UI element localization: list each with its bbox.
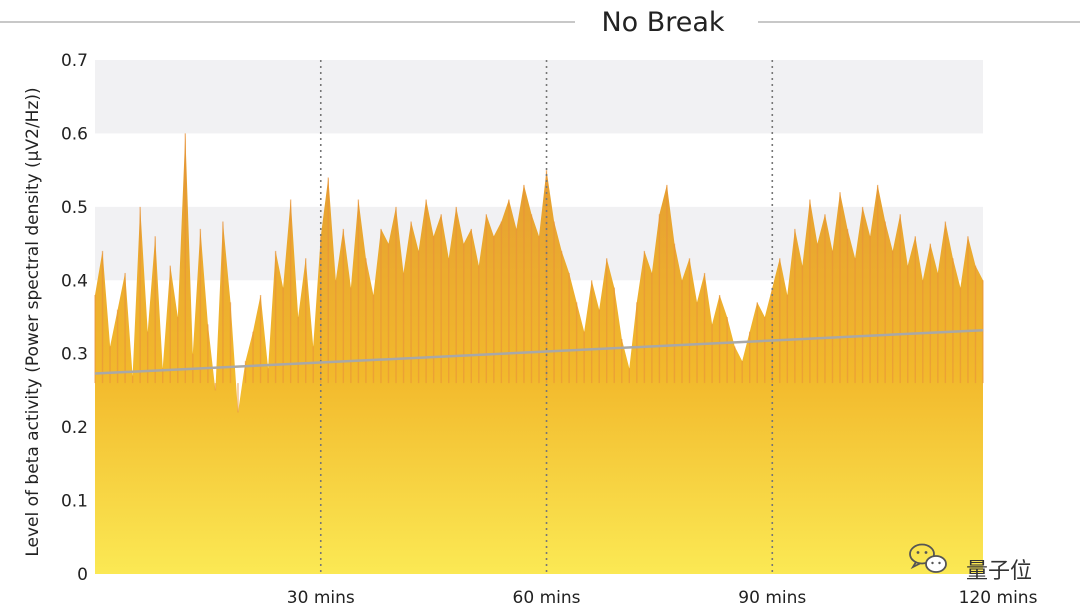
data-spikes [94,133,984,413]
x-axis-ticks: 30 mins 60 mins 90 mins 120 mins [287,588,1038,608]
y-tick-label: 0.5 [61,198,88,218]
reference-lines [319,60,774,574]
y-axis-ticks: 0 0.1 0.2 0.3 0.4 0.5 0.6 0.7 [61,51,88,585]
y-tick-label: 0.1 [61,492,88,512]
y-tick-label: 0.6 [61,124,88,144]
trend-line [94,328,984,375]
y-tick-label: 0.7 [61,51,88,71]
y-tick-label: 0.3 [61,345,88,365]
watermark-text: 量子位 [966,559,1032,584]
wechat-icon [909,543,947,573]
x-tick-label: 60 mins [513,588,581,608]
y-axis-label: Level of beta activity (Power spectral d… [23,87,43,556]
y-tick-label: 0.2 [61,418,88,438]
grid-band [95,60,983,134]
x-tick-label: 90 mins [738,588,806,608]
y-tick-label: 0 [77,565,88,585]
x-tick-label: 120 mins [959,588,1038,608]
y-tick-label: 0.4 [61,271,88,291]
watermark: 量子位 [909,543,1032,584]
x-tick-label: 30 mins [287,588,355,608]
chart-title: No Break [601,7,724,38]
